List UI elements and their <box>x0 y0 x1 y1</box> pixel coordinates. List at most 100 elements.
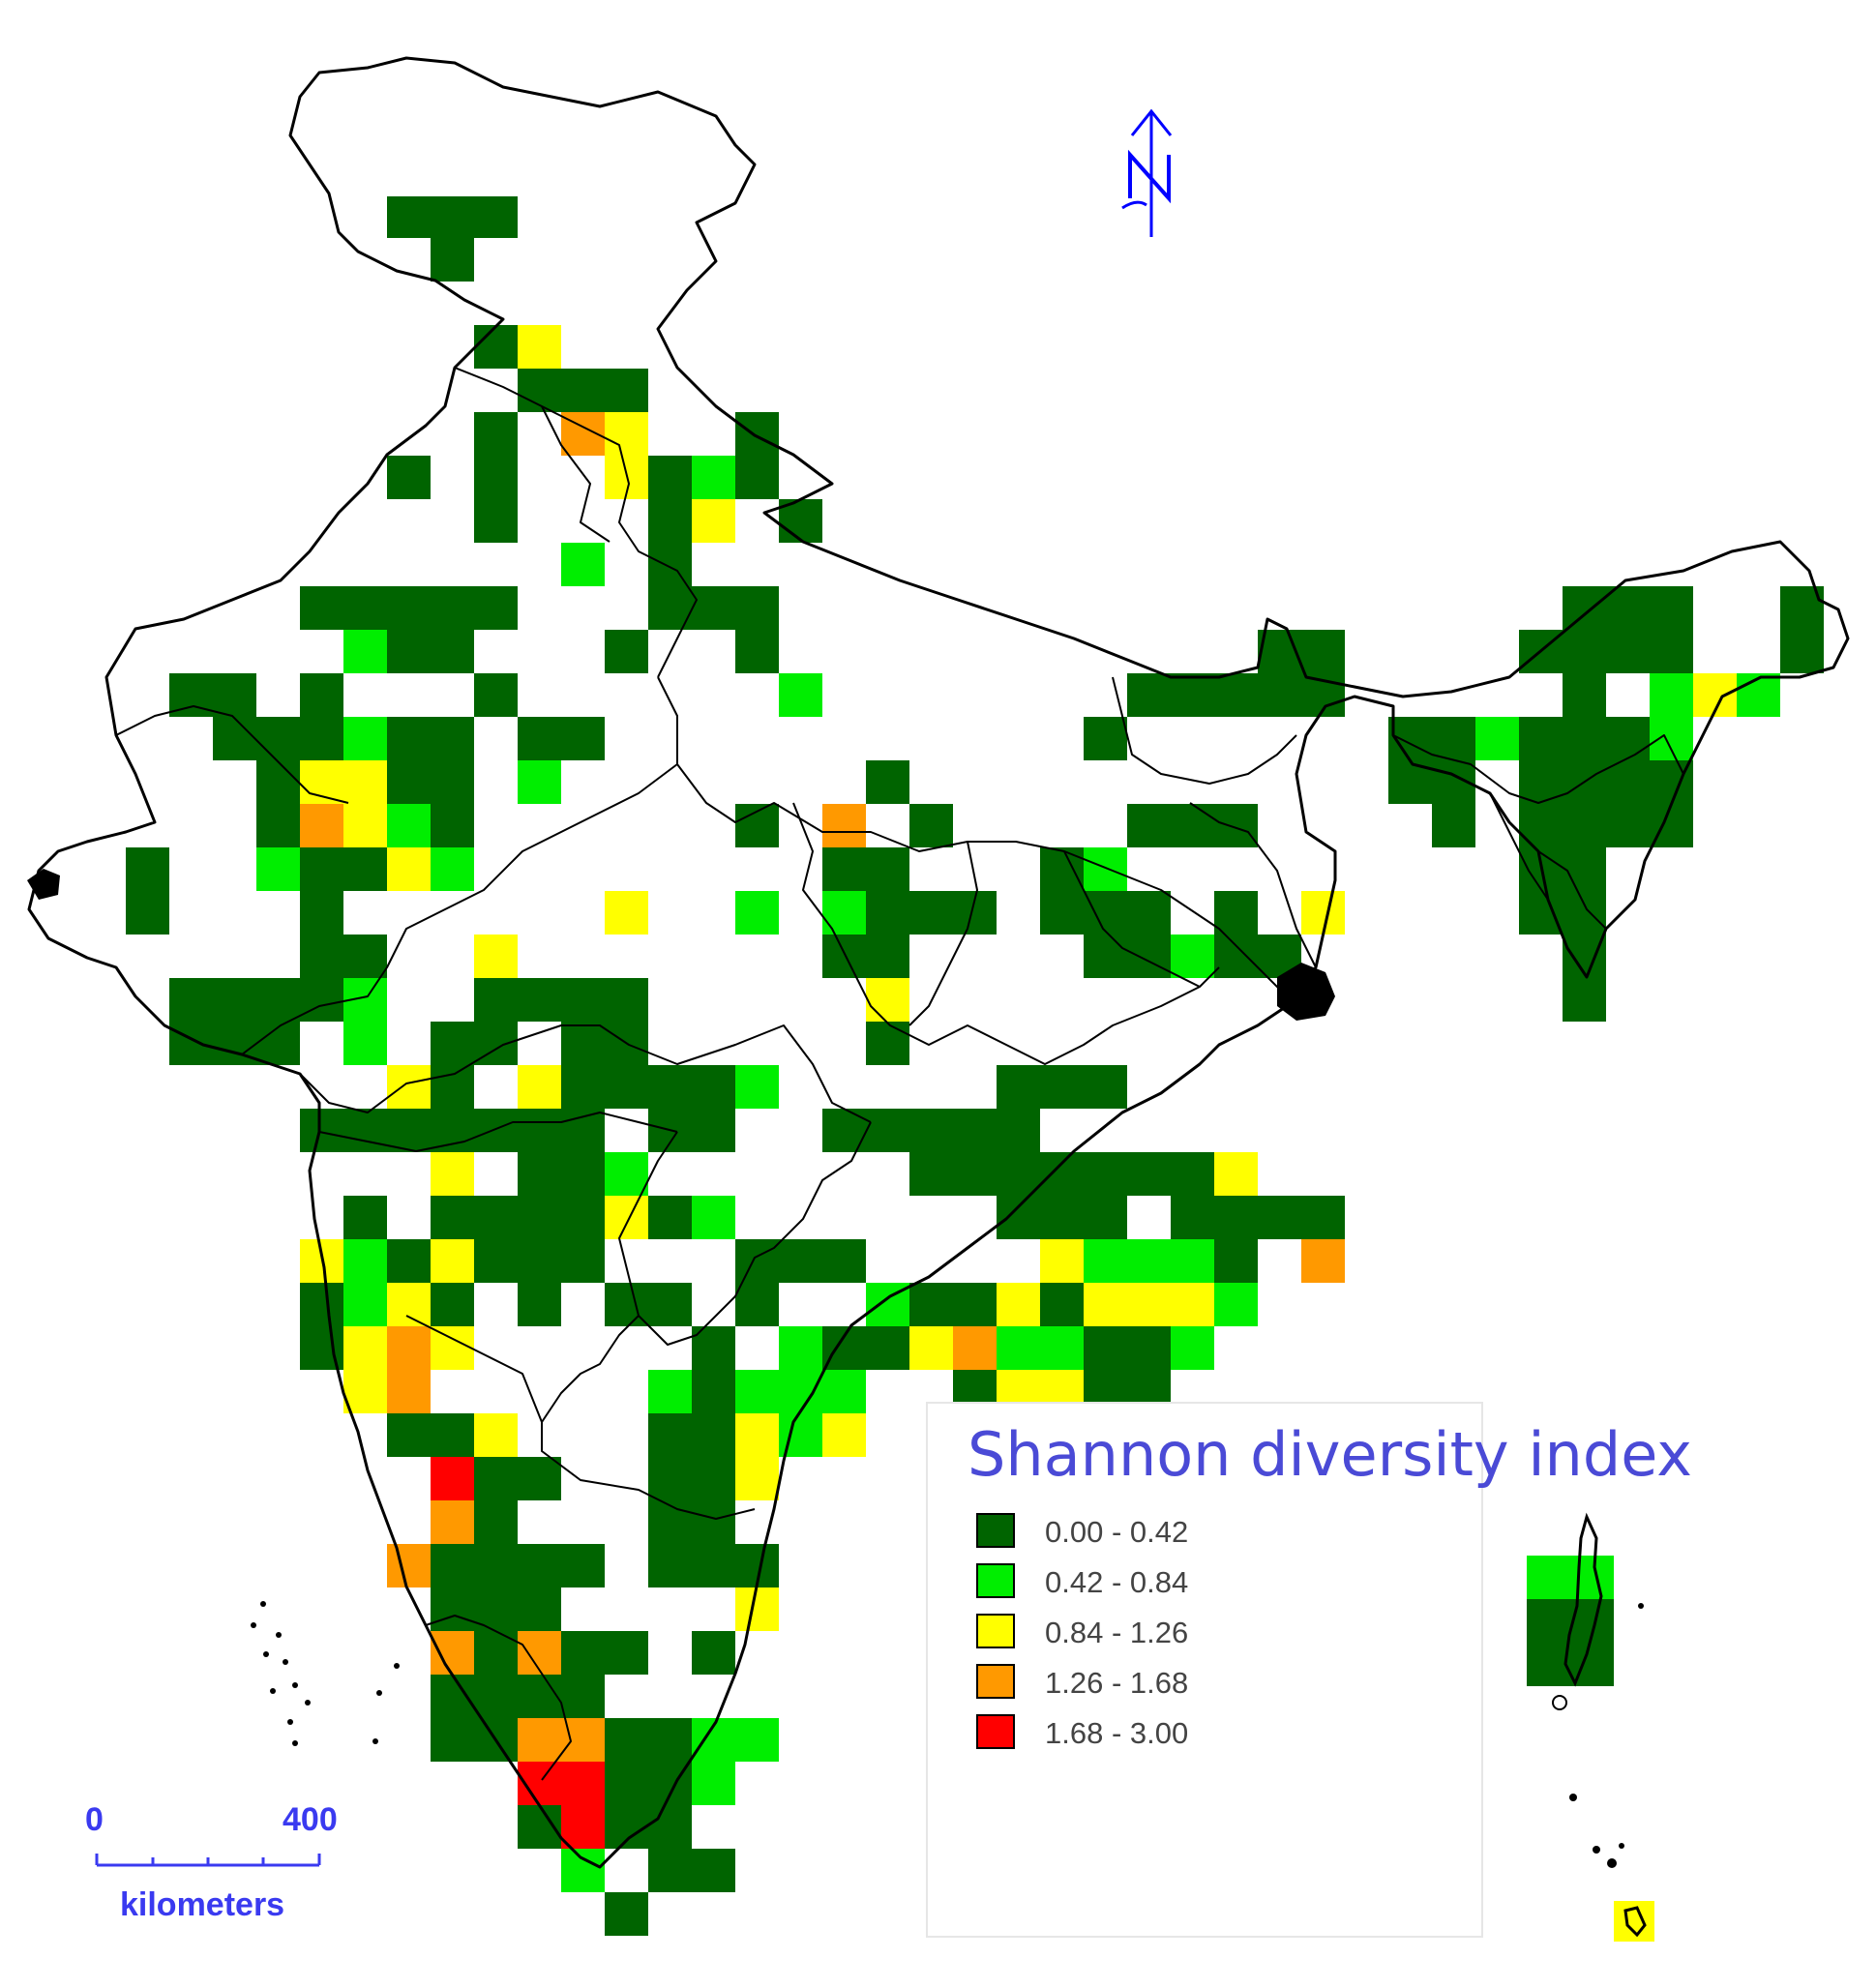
grid-cell <box>474 1413 518 1457</box>
scale-bar: 0 400 kilometers <box>85 1801 338 1923</box>
grid-cell <box>735 1065 779 1109</box>
grid-cell <box>822 804 866 847</box>
grid-cell <box>431 238 474 282</box>
grid-cell <box>387 1065 431 1109</box>
grid-cell <box>822 935 909 978</box>
grid-cell <box>822 1239 866 1283</box>
grid-cell <box>997 1065 1040 1109</box>
grid-cell <box>605 412 648 456</box>
grid-cell <box>518 1065 561 1109</box>
grid-cells <box>126 196 1824 1936</box>
grid-cell <box>1563 673 1606 717</box>
north-arrow-icon <box>1121 108 1173 237</box>
grid-cell <box>343 630 387 673</box>
grid-cell <box>648 1544 692 1587</box>
grid-cell <box>1127 804 1214 847</box>
grid-cell <box>605 1631 648 1675</box>
grid-cell <box>561 1152 605 1196</box>
grid-cell <box>692 586 779 630</box>
grid-cell <box>909 1152 953 1196</box>
grid-cell <box>822 891 866 935</box>
grid-cell <box>1475 717 1519 760</box>
grid-cell <box>474 673 518 717</box>
grid-cell <box>518 1109 561 1152</box>
grid-cell <box>431 1283 474 1326</box>
grid-cell <box>518 1675 561 1718</box>
grid-cell <box>909 1283 953 1326</box>
grid-cell <box>779 1239 822 1283</box>
grid-cell <box>605 1065 648 1109</box>
grid-cell <box>343 717 387 760</box>
grid-cell <box>735 1370 779 1413</box>
grid-cell <box>692 1370 735 1413</box>
grid-cell <box>1606 760 1650 804</box>
grid-cell <box>1258 630 1301 717</box>
grid-cell <box>648 1196 692 1239</box>
grid-cell <box>561 1675 605 1718</box>
grid-cell <box>1171 1239 1214 1283</box>
grid-cell <box>997 1152 1040 1196</box>
grid-cell <box>518 1152 561 1196</box>
grid-cell <box>474 1109 518 1152</box>
grid-cell <box>1171 1196 1214 1239</box>
grid-cell <box>300 847 343 891</box>
legend-item-3: 1.26 - 1.68 <box>976 1664 1188 1700</box>
grid-cell <box>561 1762 605 1805</box>
grid-cell <box>1214 891 1258 935</box>
grid-cell <box>779 1326 822 1370</box>
grid-cell <box>518 325 561 369</box>
grid-cell <box>343 1326 387 1370</box>
grid-cell <box>387 196 518 238</box>
grid-cell <box>387 1370 431 1413</box>
grid-cell <box>692 1196 735 1239</box>
grid-cell <box>866 1109 909 1152</box>
grid-cell <box>605 1196 648 1239</box>
grid-cell <box>1127 935 1171 978</box>
grid-cell <box>605 1892 648 1936</box>
grid-cell <box>779 673 822 717</box>
grid-cell <box>343 1196 387 1239</box>
grid-cell <box>822 1370 866 1413</box>
grid-cell <box>1563 978 1606 1022</box>
grid-cell <box>648 1413 692 1457</box>
grid-cell <box>997 1283 1040 1326</box>
grid-cell <box>169 1022 213 1065</box>
grid-cell <box>1519 804 1606 847</box>
grid-cell <box>909 1326 953 1370</box>
grid-cell <box>605 891 648 935</box>
grid-cell <box>431 1718 474 1762</box>
grid-cell <box>387 456 431 499</box>
grid-cell <box>1040 891 1127 935</box>
grid-cell <box>735 891 779 935</box>
grid-cell <box>431 1500 474 1544</box>
grid-cell <box>300 804 343 847</box>
grid-cell <box>1127 1283 1171 1326</box>
grid-cell <box>343 1370 387 1413</box>
grid-cell <box>343 1022 387 1065</box>
grid-cell <box>431 1413 474 1457</box>
grid-cell <box>1563 935 1606 978</box>
grid-cell <box>648 1805 692 1849</box>
grid-cell <box>561 1196 605 1239</box>
grid-cell <box>692 1109 735 1152</box>
legend-item-1: 0.42 - 0.84 <box>976 1563 1188 1599</box>
grid-cell <box>605 1762 648 1805</box>
grid-cell <box>605 978 648 1022</box>
grid-cell <box>692 456 735 499</box>
grid-cell <box>605 1152 648 1196</box>
grid-cell <box>866 978 909 1022</box>
legend-item-0: 0.00 - 0.42 <box>976 1513 1188 1549</box>
grid-cell <box>1084 1326 1127 1370</box>
grid-cell <box>126 847 169 935</box>
grid-cell <box>561 1631 605 1675</box>
grid-cell <box>343 847 387 891</box>
grid-cell <box>518 369 648 412</box>
lakshadweep-islands <box>251 1601 400 1746</box>
delta-region <box>1277 963 1335 1021</box>
grid-cell <box>1171 1152 1214 1196</box>
grid-cell <box>909 804 953 847</box>
grid-cell <box>1519 891 1563 935</box>
grid-cell <box>518 1631 561 1675</box>
grid-cell <box>300 673 343 717</box>
grid-cell <box>735 1587 779 1631</box>
